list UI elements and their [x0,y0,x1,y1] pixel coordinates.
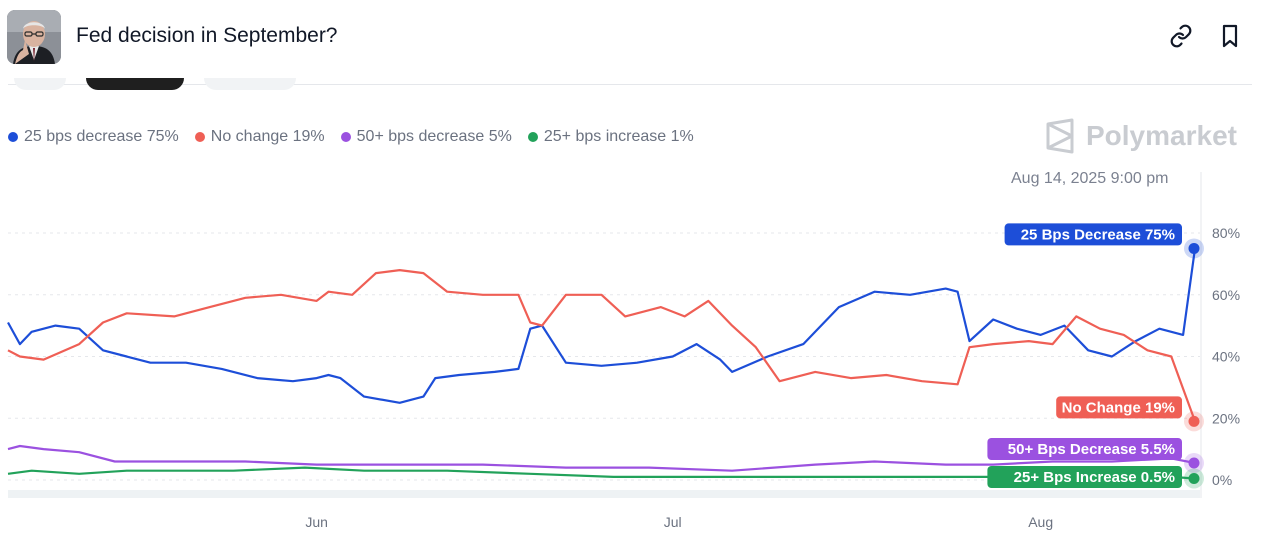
header-divider [8,84,1252,85]
timeframe-tab[interactable] [14,78,66,90]
end-dot [1188,242,1200,254]
timeframe-tab-active[interactable] [86,78,184,90]
legend-dot [8,132,18,142]
legend-label: 25 bps decrease 75% [24,128,179,145]
end-label: No Change 19% [1062,399,1175,416]
link-icon [1170,24,1192,48]
brand-name: Polymarket [1086,120,1237,151]
series-line [7,444,1196,472]
legend-item: 25+ bps increase 1% [527,128,694,146]
legend-label: 50+ bps decrease 5% [356,128,512,145]
y-tick-label: 20% [1212,410,1240,426]
end-dot [1188,472,1200,484]
legend-item: No change 19% [194,128,325,146]
legend-item: 25 bps decrease 75% [8,128,179,146]
bookmark-icon [1222,24,1238,48]
end-label: 25 Bps Decrease 75% [1021,226,1175,243]
time-scrubber [8,490,1200,498]
market-header: Fed decision in September? [0,0,1269,86]
end-label-box [1056,396,1182,419]
x-tick-label: Aug [1028,514,1053,530]
legend-label: No change 19% [210,128,325,145]
legend-label: 25+ bps increase 1% [543,128,694,145]
end-dot [1188,415,1200,427]
y-tick-label: 60% [1212,287,1240,303]
series-line [7,269,1197,422]
end-label-box [1004,223,1182,246]
legend-item: 50+ bps decrease 5% [340,128,512,146]
y-tick-label: 80% [1212,225,1240,241]
market-avatar [7,10,61,64]
y-tick-label: 40% [1212,349,1240,365]
market-title: Fed decision in September? [76,24,338,47]
end-label: 50+ Bps Decrease 5.5% [1008,441,1175,458]
copy-link-button[interactable] [1167,22,1195,50]
y-tick-label: 0% [1212,472,1232,488]
timeframe-tab[interactable] [204,78,296,90]
x-tick-label: Jul [664,514,682,530]
chart-legend: 25 bps decrease 75% No change 19% 50+ bp… [8,128,694,146]
bookmark-button[interactable] [1216,22,1244,50]
polymarket-brand: Polymarket [1044,118,1237,154]
legend-dot [527,132,538,142]
legend-dot [340,132,351,142]
polymarket-logo-icon [1046,118,1074,154]
x-tick-label: Jun [305,514,328,530]
end-dot [1188,457,1200,469]
hover-date: Aug 14, 2025 9:00 pm [1011,170,1169,187]
end-label: 25+ Bps Increase 0.5% [1014,469,1175,486]
end-label-box [987,466,1182,488]
legend-dot [194,132,205,142]
series-line [7,248,1197,404]
end-label-box [987,438,1182,460]
